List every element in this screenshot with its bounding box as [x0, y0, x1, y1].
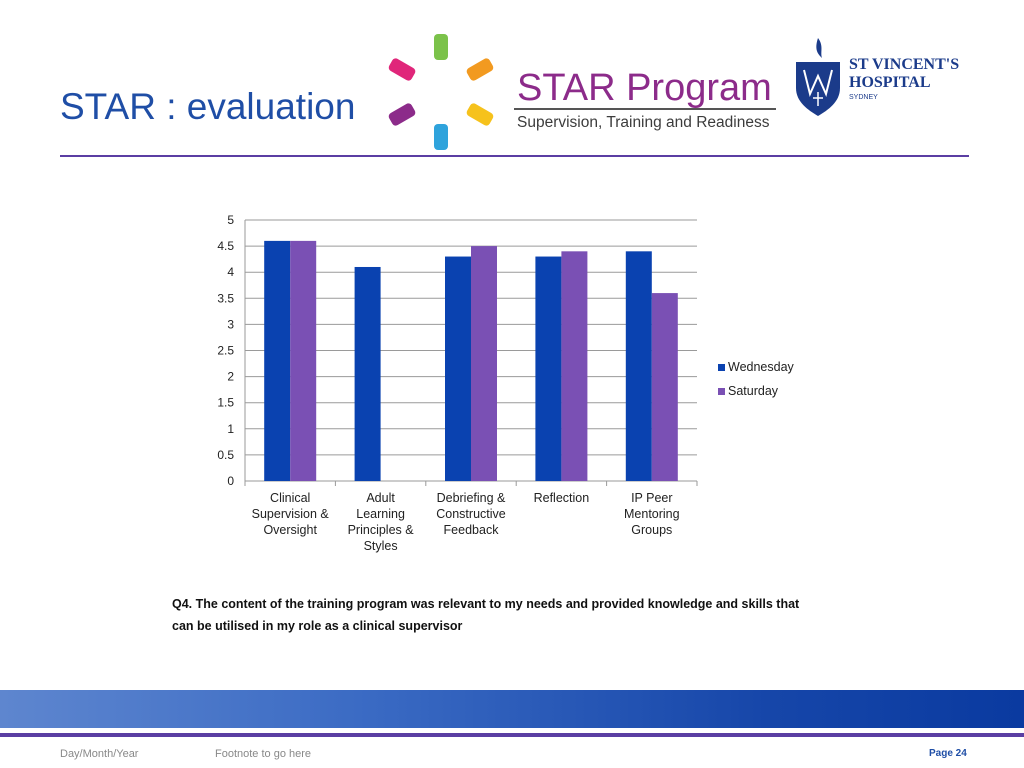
y-tick-label: 2 [227, 370, 234, 384]
y-tick-label: 5 [227, 213, 234, 227]
footer-band [0, 690, 1024, 728]
hospital-name-line3: SYDNEY [849, 94, 878, 101]
bar-saturday [561, 251, 588, 481]
y-tick-label: 1.5 [217, 396, 234, 410]
bar-wednesday [354, 266, 381, 481]
y-tick-label: 3 [227, 317, 234, 331]
bar-wednesday [445, 256, 471, 481]
x-category-label: Clinical Supervision & Oversight [252, 491, 330, 537]
star-program-logo: STAR Program Supervision, Training and R… [374, 27, 777, 157]
footer-date: Day/Month/Year [60, 748, 139, 760]
y-tick-label: 0.5 [217, 448, 234, 462]
legend-label-saturday: Saturday [728, 384, 779, 398]
hospital-name-line2: HOSPITAL [849, 74, 931, 91]
bar-saturday [290, 240, 317, 481]
y-tick-label: 1 [227, 422, 234, 436]
x-category-label: IP Peer Mentoring Groups [624, 491, 680, 537]
bar-chart: 0 0.5 1 1.5 2 2.5 3 3.5 4 4.5 5 Clinical Supervision… [217, 213, 795, 553]
bar-wednesday [625, 251, 652, 481]
footer-rule [0, 733, 1024, 737]
x-category-label: Reflection [534, 491, 590, 505]
x-category-label: Debriefing & Constructive Feedback [436, 491, 506, 537]
star-program-subtitle: Supervision, Training and Readiness [517, 114, 770, 131]
star-hands-icon [388, 34, 494, 150]
hospital-name-line1: ST VINCENT'S [849, 56, 960, 73]
y-tick-label: 4 [227, 265, 234, 279]
st-vincents-logo: ST VINCENT'S HOSPITAL SYDNEY [792, 36, 972, 118]
star-program-name: STAR Program [517, 67, 772, 109]
title-divider [60, 155, 969, 157]
y-tick-label: 0 [227, 474, 234, 488]
slide-title: STAR : evaluation [60, 86, 356, 127]
x-category-label: Adult Learning Principles & Styles [348, 491, 415, 553]
legend-swatch-wednesday [718, 364, 725, 371]
brand-divider [514, 108, 776, 110]
bar-saturday [651, 293, 678, 481]
bar-saturday [471, 246, 497, 481]
bar-wednesday [264, 240, 291, 481]
y-tick-label: 2.5 [217, 344, 234, 358]
legend-label-wednesday: Wednesday [728, 360, 795, 374]
y-tick-label: 4.5 [217, 239, 234, 253]
hospital-crest-icon [796, 38, 840, 116]
bar-wednesday [535, 256, 562, 481]
footer-note: Footnote to go here [215, 748, 312, 760]
survey-question: Q4. The content of the training program … [172, 597, 800, 633]
y-tick-label: 3.5 [217, 291, 234, 305]
page-number: Page 24 [929, 748, 967, 759]
legend-swatch-saturday [718, 388, 725, 395]
